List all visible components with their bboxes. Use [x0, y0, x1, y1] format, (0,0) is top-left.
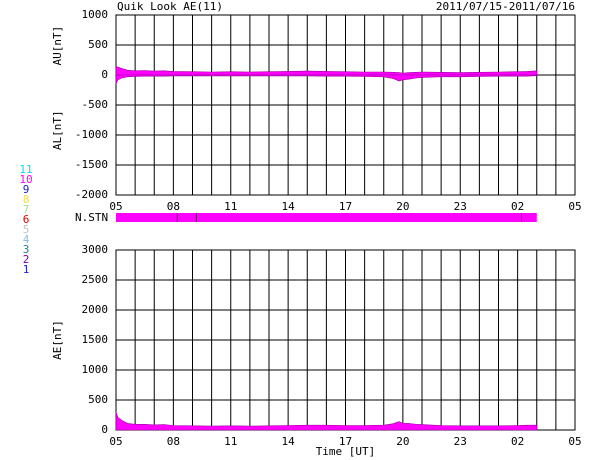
y-tick-label: -2000 — [75, 188, 108, 201]
y-tick-label: 0 — [101, 68, 108, 81]
y-tick-label: -1500 — [75, 158, 108, 171]
y-tick-label: 500 — [88, 38, 108, 51]
area — [115, 65, 538, 76]
x-tick-label: 08 — [167, 200, 180, 213]
x-tick-label: 02 — [511, 435, 524, 448]
x-tick-label: 20 — [396, 200, 409, 213]
x-tick-label: 11 — [224, 200, 237, 213]
y-axis-label: AU[nT] — [51, 26, 64, 66]
station-bar — [116, 213, 537, 222]
y-tick-label: 1000 — [82, 363, 109, 376]
y-tick-label: 2500 — [82, 273, 109, 286]
chart-title: Quik Look AE(11) — [117, 0, 223, 13]
y-tick-label: 2000 — [82, 303, 109, 316]
legend-entry: 5 — [23, 223, 30, 236]
plot-frame — [115, 14, 576, 196]
y-tick-label: 0 — [101, 423, 108, 436]
y-tick-label: 3000 — [82, 243, 109, 256]
x-tick-label: 08 — [167, 435, 180, 448]
x-tick-label: 20 — [396, 435, 409, 448]
y-tick-label: 1000 — [82, 8, 109, 21]
legend-entry: 9 — [23, 183, 30, 196]
y-tick-label: 500 — [88, 393, 108, 406]
y-axis-label: AL[nT] — [51, 110, 64, 150]
x-tick-label: 14 — [282, 435, 296, 448]
x-tick-label: 05 — [109, 435, 122, 448]
legend-entry: 8 — [23, 193, 30, 206]
x-tick-label: 11 — [224, 435, 237, 448]
legend-entry: 7 — [23, 203, 30, 216]
y-axis-label: AE[nT] — [51, 320, 64, 360]
area — [115, 411, 538, 431]
y-tick-label: 1500 — [82, 333, 109, 346]
x-tick-label: 05 — [568, 200, 581, 213]
legend-entry: 1 — [23, 263, 30, 276]
x-tick-label: 05 — [109, 200, 122, 213]
x-tick-label: 17 — [339, 200, 352, 213]
area — [115, 74, 538, 85]
legend-entry: 10 — [19, 173, 32, 186]
legend-entry: 11 — [19, 163, 32, 176]
y-tick-label: -500 — [82, 98, 109, 111]
y-tick-label: -1000 — [75, 128, 108, 141]
x-tick-label: 02 — [511, 200, 524, 213]
x-axis-label: Time [UT] — [316, 445, 376, 458]
x-tick-label: 14 — [282, 200, 296, 213]
legend-entry: 4 — [23, 233, 30, 246]
x-tick-label: 17 — [339, 435, 352, 448]
legend-entry: 2 — [23, 253, 30, 266]
x-tick-label: 23 — [454, 435, 467, 448]
x-tick-label: 05 — [568, 435, 581, 448]
station-label: N.STN — [75, 211, 108, 224]
legend-entry: 3 — [23, 243, 30, 256]
chart-subtitle: 2011/07/15-2011/07/16 — [436, 0, 575, 13]
x-tick-label: 23 — [454, 200, 467, 213]
legend-entry: 6 — [23, 213, 30, 226]
